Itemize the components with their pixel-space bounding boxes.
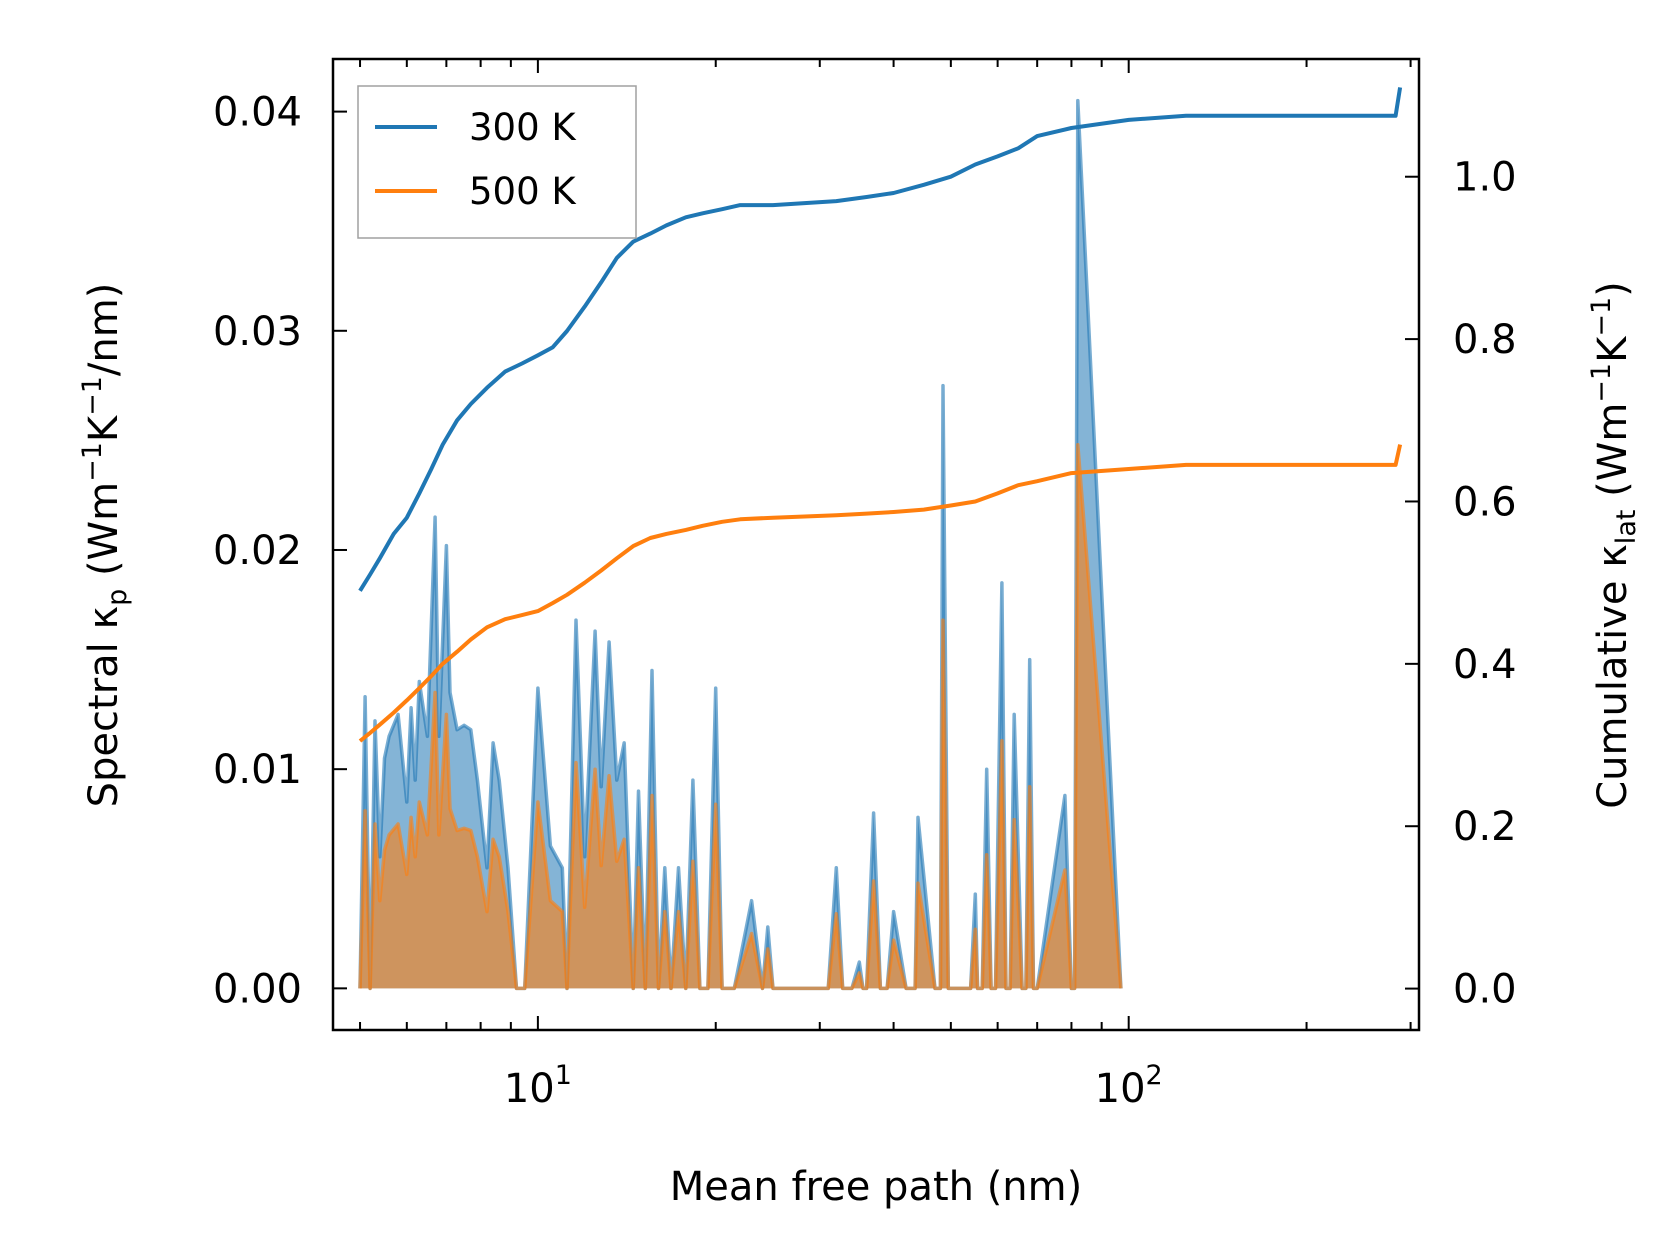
cumulative-line-300k bbox=[358, 87, 1403, 592]
cumulative-line-500k bbox=[358, 444, 1403, 743]
y-tick-label-4: 0.04 bbox=[213, 90, 302, 136]
legend-frame bbox=[357, 85, 637, 239]
y-tick-labels: 0.00 0.01 0.02 0.03 0.04 bbox=[213, 90, 302, 1013]
y2-tick-label-1: 0.2 bbox=[1453, 804, 1517, 850]
x-axis-label: Mean free path (nm) bbox=[670, 1164, 1082, 1210]
y2-tick-label-0: 0.0 bbox=[1453, 967, 1517, 1013]
y-tick-label-3: 0.03 bbox=[213, 309, 302, 355]
y2-tick-labels: 0.0 0.2 0.4 0.6 0.8 1.0 bbox=[1453, 155, 1517, 1013]
y2-tick-label-2: 0.4 bbox=[1453, 642, 1517, 688]
x-tick-label-2: 102 bbox=[1095, 1060, 1163, 1112]
y-tick-label-0: 0.00 bbox=[213, 966, 302, 1012]
y-tick-label-2: 0.02 bbox=[213, 528, 302, 574]
y2-tick-label-3: 0.6 bbox=[1453, 479, 1517, 525]
legend: 300 K 500 K bbox=[357, 85, 637, 239]
axis-ticks bbox=[333, 59, 1419, 1030]
legend-label-300k: 300 K bbox=[469, 106, 577, 149]
x-tick-labels: 101 102 bbox=[504, 1060, 1163, 1112]
spectral-line-500k bbox=[358, 443, 1123, 991]
y2-tick-label-5: 1.0 bbox=[1453, 155, 1517, 201]
y2-axis-label: Cumulative κlat (Wm−1K−1) bbox=[1586, 281, 1642, 809]
cumulative-series-layer bbox=[358, 87, 1403, 743]
plot-frame bbox=[331, 57, 1421, 1032]
legend-label-500k: 500 K bbox=[469, 170, 577, 213]
spectral-series-layer bbox=[358, 98, 1123, 991]
y-tick-label-1: 0.01 bbox=[213, 747, 302, 793]
spectral-area-500k bbox=[360, 444, 1121, 989]
y-axis-label: Spectral κp (Wm−1K−1/nm) bbox=[77, 283, 133, 808]
x-tick-label-1: 101 bbox=[504, 1060, 572, 1112]
y2-tick-label-4: 0.8 bbox=[1453, 317, 1517, 363]
